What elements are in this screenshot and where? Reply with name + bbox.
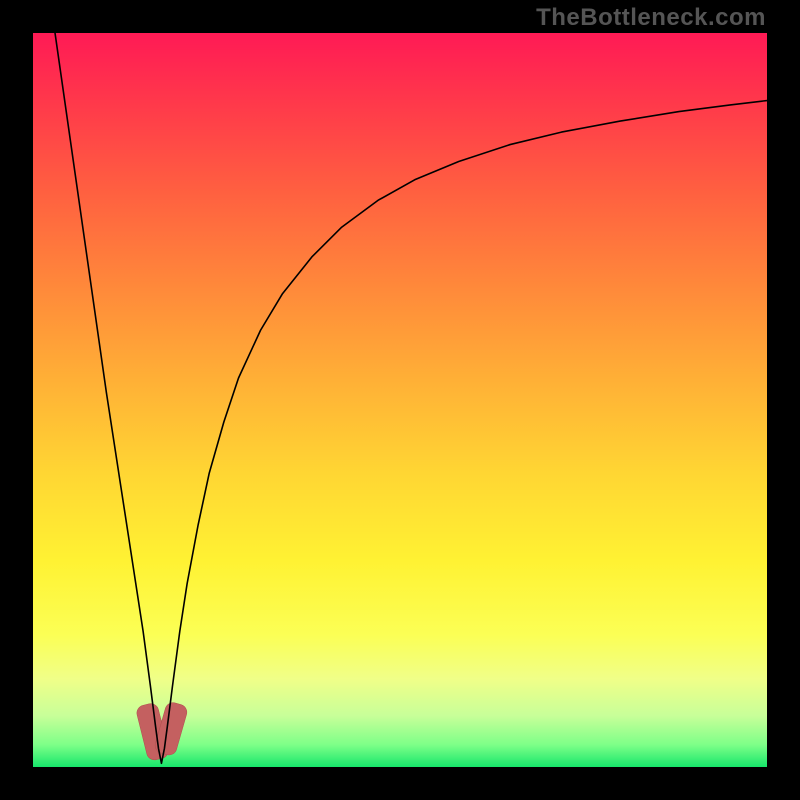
frame-left	[0, 0, 33, 800]
frame-bottom	[0, 767, 800, 800]
watermark-text: TheBottleneck.com	[536, 4, 766, 32]
gradient-background	[33, 33, 767, 767]
stage: TheBottleneck.com	[0, 0, 800, 800]
frame-right	[767, 0, 800, 800]
bottleneck-plot	[33, 33, 767, 767]
